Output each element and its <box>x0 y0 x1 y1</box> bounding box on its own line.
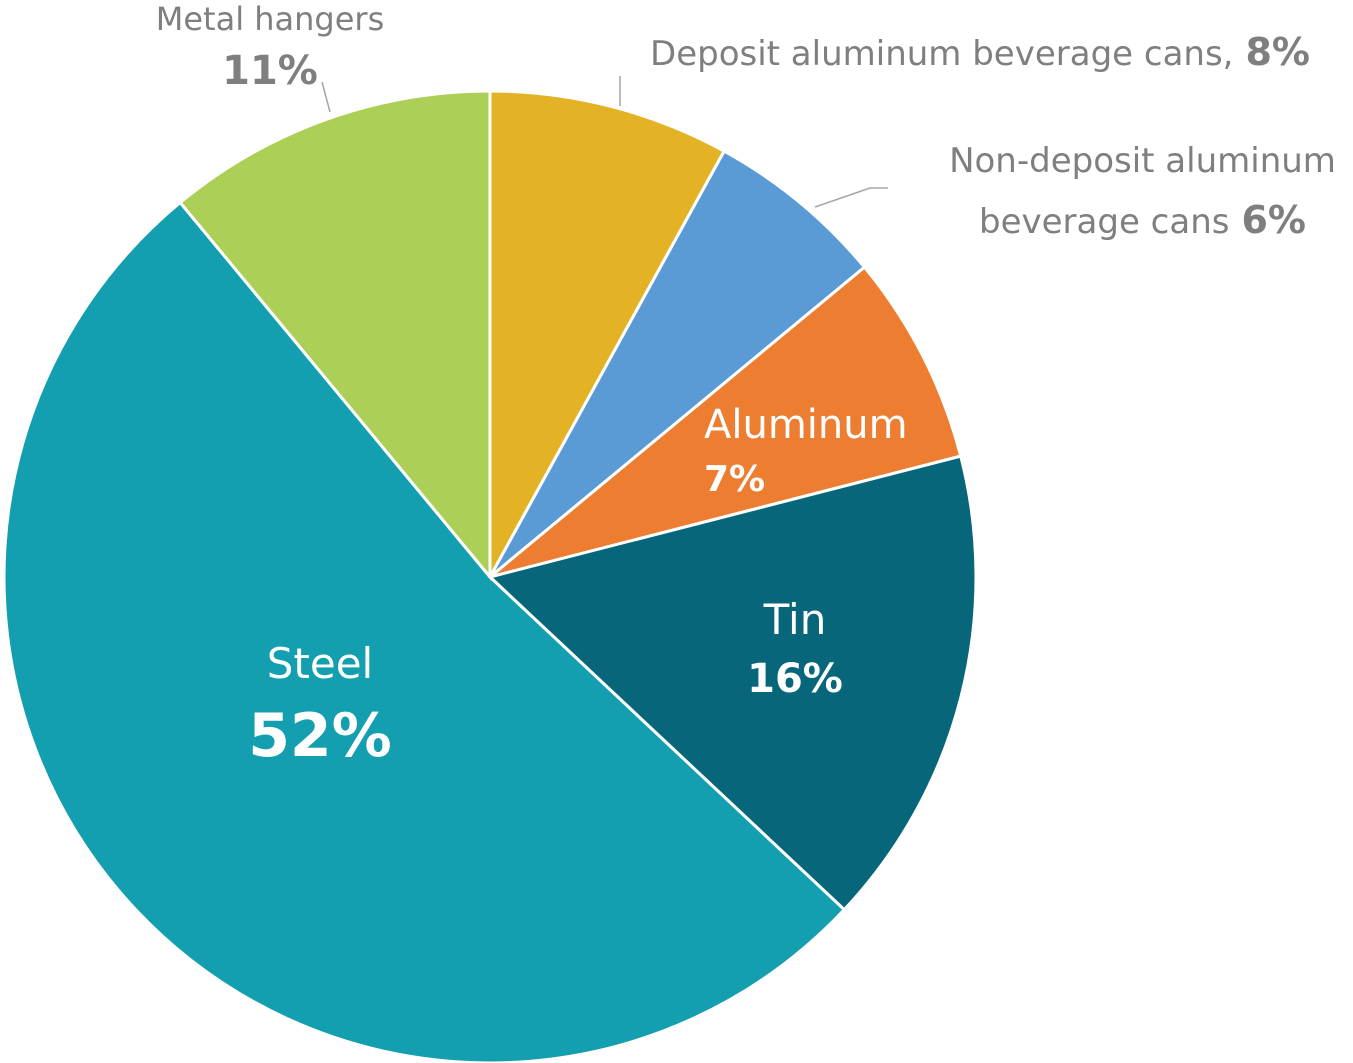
value-label: 11% <box>222 48 318 95</box>
slice-label: Non-deposit aluminum beverage cans 6% <box>930 133 1353 252</box>
value-label: 52% <box>248 701 392 772</box>
value-label: 6% <box>1241 198 1306 243</box>
slice-label: Metal hangers 11% <box>120 0 420 97</box>
category-name: Metal hangers <box>155 0 385 38</box>
leader-line <box>814 187 888 208</box>
category-name: Aluminum <box>704 402 908 448</box>
slice-label: Deposit aluminum beverage cans, 8% <box>560 22 1310 83</box>
value-label: 7% <box>704 459 766 500</box>
slice <box>178 89 492 582</box>
leader-line <box>321 81 331 113</box>
slice-label: Steel 52% <box>180 630 460 775</box>
value-label: 8% <box>1245 30 1310 74</box>
value-label: 16% <box>747 656 843 703</box>
slice <box>486 454 978 912</box>
slice <box>489 265 963 579</box>
slice-label: Tin 16% <box>680 586 910 705</box>
slice <box>488 149 867 579</box>
category-name: Steel <box>266 639 374 688</box>
slice-label: Aluminum 7% <box>704 393 964 504</box>
category-name: Tin <box>763 595 827 644</box>
slice <box>488 89 727 578</box>
slice <box>2 200 847 1063</box>
slices <box>2 89 978 1063</box>
category-name: Non-deposit aluminum beverage cans <box>949 141 1336 243</box>
category-name: Deposit aluminum beverage cans, <box>650 34 1234 74</box>
